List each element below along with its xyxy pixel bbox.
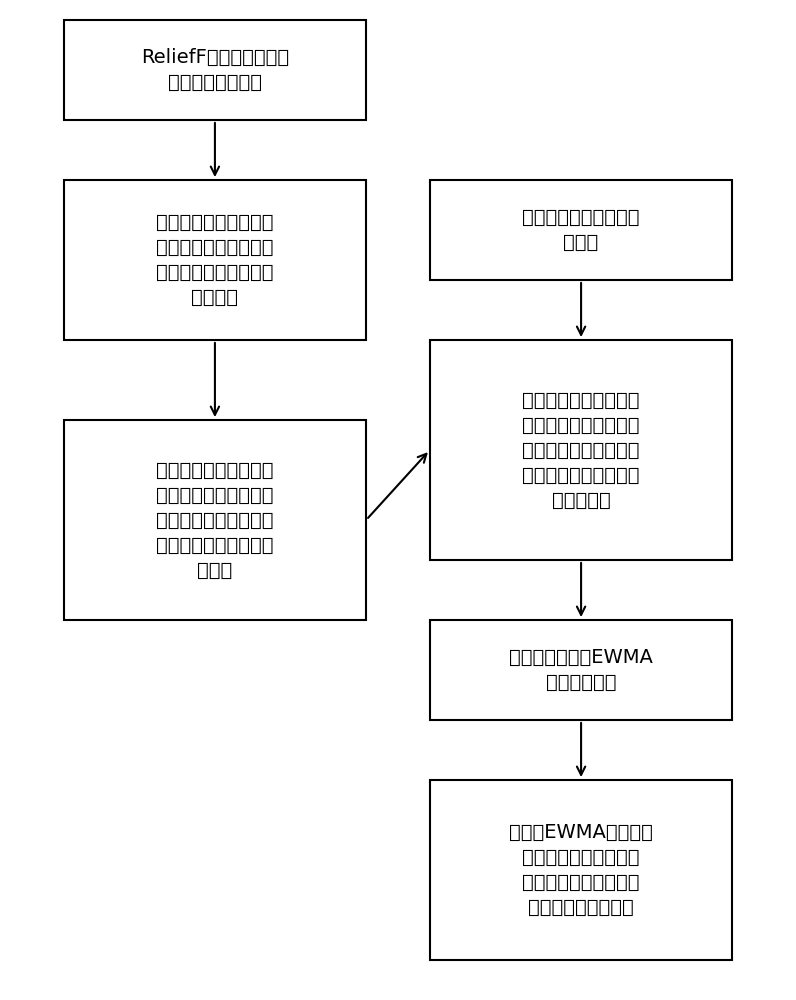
Text: 改进的堆叠降噪自编码
网络模型建模完毕，对
输入变量进行重构并对
监测数据齿轮箱轴承温
度进行预测: 改进的堆叠降噪自编码 网络模型建模完毕，对 输入变量进行重构并对 监测数据齿轮箱…	[522, 390, 640, 510]
FancyBboxPatch shape	[64, 180, 366, 340]
FancyBboxPatch shape	[430, 340, 732, 560]
Text: 计算重构误差的EWMA
控制图统计量: 计算重构误差的EWMA 控制图统计量	[509, 648, 653, 692]
Text: 搭建改进的堆叠降噪自
编码网络并采用训练样
本对模型进行训练得到
模型参数: 搭建改进的堆叠降噪自 编码网络并采用训练样 本对模型进行训练得到 模型参数	[156, 213, 274, 307]
FancyBboxPatch shape	[64, 20, 366, 120]
Text: 齿轮箱轴承温度实时监
测数据: 齿轮箱轴承温度实时监 测数据	[522, 208, 640, 252]
Text: ReliefF算法选择齿轮箱
轴承温度建模变量: ReliefF算法选择齿轮箱 轴承温度建模变量	[141, 48, 289, 92]
FancyBboxPatch shape	[430, 180, 732, 280]
Text: 采用验证数据对改进的
堆叠降噪自编码网络模
型进行验证，并根据验
证数据重构误差得到报
警阈值: 采用验证数据对改进的 堆叠降噪自编码网络模 型进行验证，并根据验 证数据重构误差…	[156, 460, 274, 580]
Text: 模型的EWMA控制图统
计量与报警阈值比较，
当超出阈值时发出齿轮
箱轴承温度异常报警: 模型的EWMA控制图统 计量与报警阈值比较， 当超出阈值时发出齿轮 箱轴承温度异…	[509, 823, 653, 917]
FancyBboxPatch shape	[430, 780, 732, 960]
FancyBboxPatch shape	[430, 620, 732, 720]
FancyBboxPatch shape	[64, 420, 366, 620]
